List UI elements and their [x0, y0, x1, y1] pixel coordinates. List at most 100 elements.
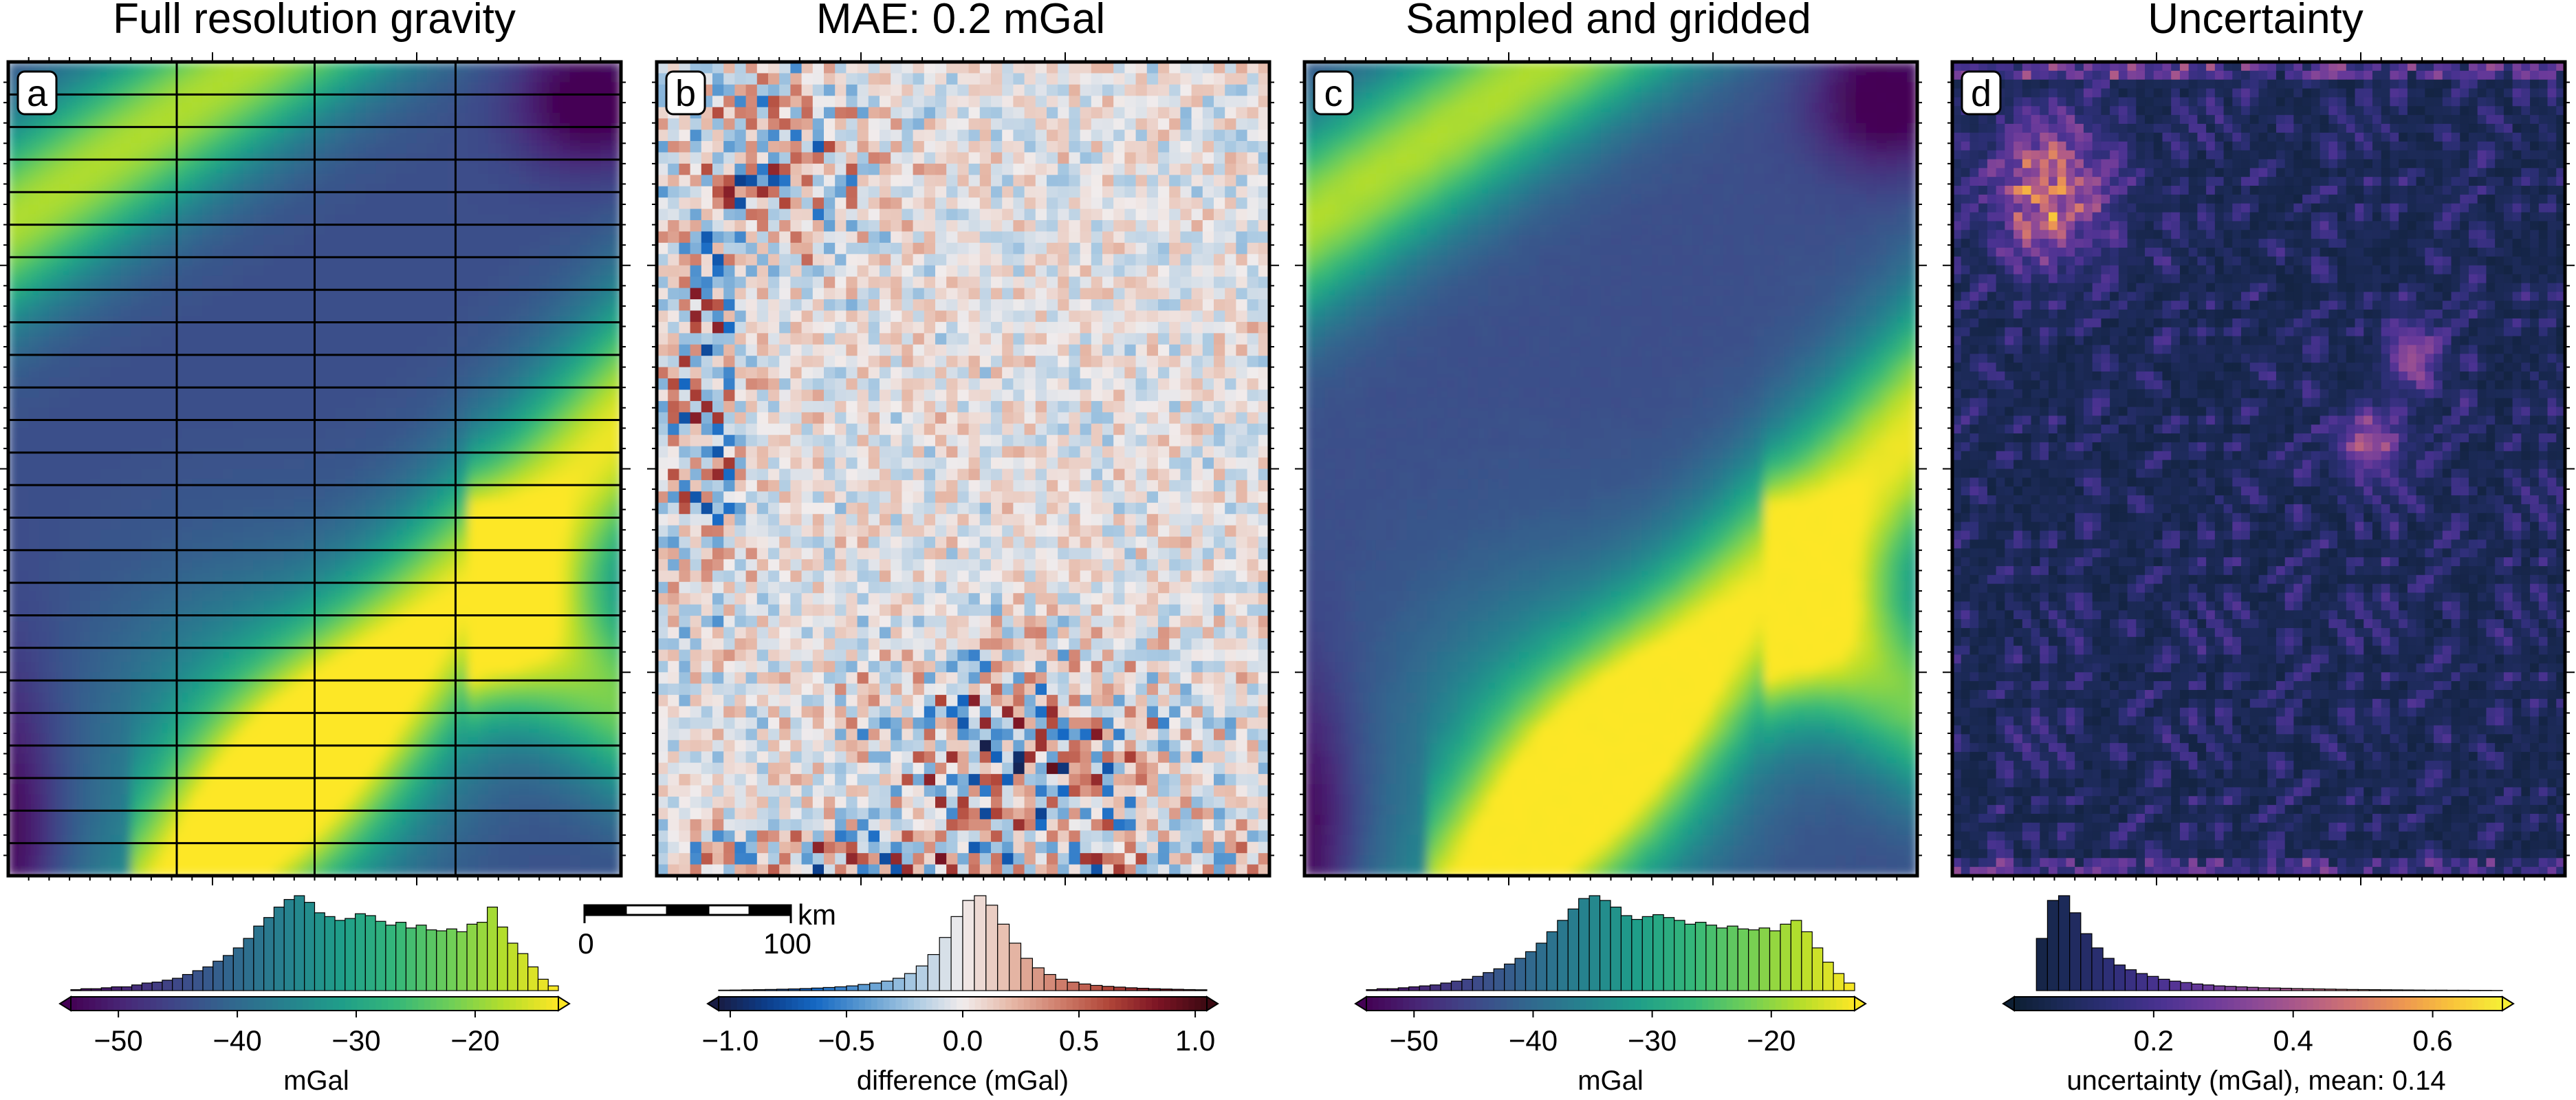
grid-cell	[131, 438, 142, 449]
grid-cell	[529, 235, 540, 246]
grid-cell	[559, 275, 571, 287]
grid-cell	[253, 774, 264, 785]
grid-cell	[539, 428, 550, 439]
grid-cell	[283, 407, 295, 419]
grid-cell	[182, 438, 193, 449]
grid-cell	[437, 336, 448, 347]
grid-cell	[294, 72, 305, 83]
grid-cell	[375, 173, 387, 185]
grid-cell	[406, 540, 417, 551]
grid-cell	[304, 204, 316, 215]
grid-cell	[590, 326, 601, 337]
grid-cell	[274, 326, 285, 337]
grid-cell	[192, 173, 203, 185]
grid-cell	[283, 489, 295, 500]
grid-cell	[437, 692, 448, 704]
grid-cell	[151, 692, 162, 704]
grid-cell	[549, 438, 560, 449]
grid-cell	[488, 122, 499, 134]
grid-cell	[161, 103, 173, 114]
grid-cell	[406, 530, 417, 541]
grid-cell	[28, 519, 40, 530]
grid-cell	[590, 356, 601, 368]
grid-cell	[161, 662, 173, 673]
grid-cell	[559, 682, 571, 693]
grid-cell	[253, 753, 264, 765]
grid-cell	[857, 62, 869, 74]
grid-cell	[232, 845, 244, 856]
grid-cell	[161, 865, 173, 876]
grid-cell	[39, 336, 50, 347]
grid-cell	[559, 194, 571, 205]
grid-cell	[222, 682, 234, 693]
grid-cell	[396, 632, 407, 643]
grid-cell	[590, 387, 601, 398]
grid-cell	[18, 560, 30, 572]
grid-cell	[120, 428, 131, 439]
grid-cell	[478, 367, 489, 378]
grid-cell	[110, 194, 122, 205]
grid-cell	[39, 367, 50, 378]
grid-cell	[457, 112, 468, 124]
grid-cell	[89, 550, 101, 561]
grid-cell	[549, 651, 560, 663]
grid-cell	[222, 72, 234, 83]
grid-cell	[18, 570, 30, 581]
grid-cell	[49, 682, 60, 693]
grid-cell	[49, 133, 60, 144]
grid-cell	[406, 825, 417, 836]
grid-cell	[375, 305, 387, 317]
grid-cell	[28, 194, 40, 205]
grid-cell	[488, 794, 499, 806]
grid-cell	[59, 377, 70, 388]
grid-cell	[611, 774, 621, 785]
grid-cell	[274, 692, 285, 704]
grid-cell	[222, 448, 234, 460]
grid-cell	[18, 794, 30, 806]
grid-cell	[274, 723, 285, 734]
grid-cell	[325, 428, 336, 439]
grid-cell	[426, 438, 438, 449]
grid-cell	[8, 407, 19, 419]
grid-cell	[478, 214, 489, 226]
grid-cell	[611, 458, 621, 470]
grid-cell	[519, 662, 530, 673]
grid-cell	[89, 103, 101, 114]
grid-cell	[519, 794, 530, 806]
grid-cell	[386, 387, 397, 398]
grid-cell	[100, 794, 111, 806]
grid-cell	[151, 540, 162, 551]
grid-cell	[549, 103, 560, 114]
grid-cell	[212, 468, 223, 479]
grid-cell	[437, 621, 448, 632]
grid-cell	[18, 845, 30, 856]
grid-cell	[325, 682, 336, 693]
grid-cell	[182, 112, 193, 124]
grid-cell	[549, 245, 560, 256]
grid-cell	[263, 692, 274, 704]
grid-cell	[120, 621, 131, 632]
grid-cell	[611, 530, 621, 541]
grid-cell	[294, 784, 305, 795]
grid-cell	[508, 407, 520, 419]
grid-cell	[406, 367, 417, 378]
grid-cell	[232, 305, 244, 317]
grid-cell	[468, 621, 479, 632]
grid-cell	[89, 825, 101, 836]
grid-cell	[478, 133, 489, 144]
grid-cell	[110, 611, 122, 623]
grid-cell	[202, 204, 213, 215]
grid-cell	[243, 774, 254, 785]
grid-cell	[243, 387, 254, 398]
grid-cell	[39, 438, 50, 449]
grid-cell	[283, 245, 295, 256]
grid-cell	[69, 122, 80, 134]
grid-cell	[294, 397, 305, 409]
grid-cell	[559, 662, 571, 673]
grid-cell	[569, 245, 581, 256]
grid-cell	[891, 62, 903, 74]
grid-cell	[59, 662, 70, 673]
grid-cell	[396, 428, 407, 439]
grid-cell	[417, 632, 428, 643]
grid-cell	[590, 458, 601, 470]
